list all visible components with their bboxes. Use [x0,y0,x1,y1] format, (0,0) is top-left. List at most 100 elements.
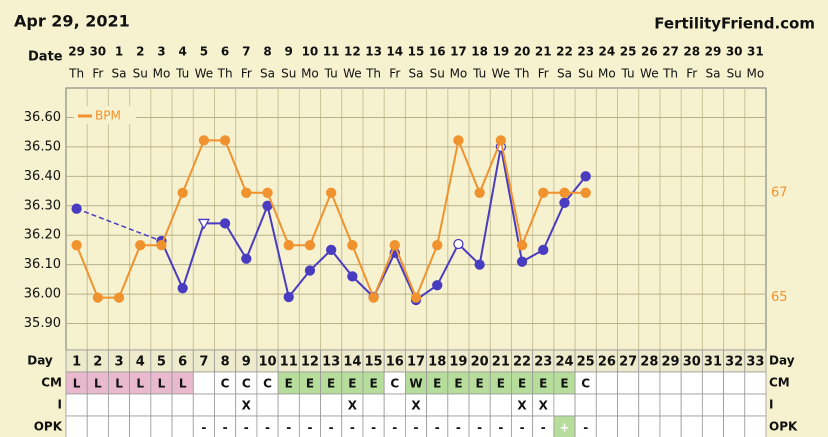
y-tick-label: 36.40 [24,169,61,184]
weekday-label: Tu [175,67,189,81]
date-label: 7 [242,45,250,59]
table-cell-text: E [285,377,293,391]
table-cell [574,393,597,417]
weekday-label: Su [281,67,296,81]
table-cell-text: - [392,421,397,435]
point [326,244,337,256]
table-cell [108,393,131,417]
table-cell-text: 21 [492,355,510,370]
weekday-label: We [195,67,214,81]
table-cell-text: 25 [577,355,595,370]
table-cell [108,415,131,437]
table-cell-text: 3 [115,355,124,370]
table-cell-text: E [476,377,484,391]
table-cell [659,371,682,395]
table-cell [86,415,109,437]
table-cell-text: - [583,421,588,435]
table-cell-text: 4 [136,355,145,370]
date-label: 20 [514,45,531,59]
point [177,187,188,198]
table-cell-text: E [327,377,335,391]
date-label: 30 [726,45,743,59]
point [474,259,485,270]
table-cell-text: 10 [258,355,276,370]
point [538,187,549,198]
weekday-label: Fr [241,67,252,81]
weekday-label: We [492,67,511,81]
row-label-right: CM [769,376,790,390]
weekday-label: Th [514,67,530,81]
table-cell-text: - [329,421,334,435]
weekday-label: Fr [538,67,549,81]
table-cell-text: E [348,377,356,391]
date-label: 31 [747,45,764,59]
date-label: 5 [200,45,208,59]
point [71,203,82,214]
table-cell [744,371,767,395]
point [453,135,464,146]
table-cell-text: - [350,421,355,435]
table-cell [277,393,300,417]
date-label: 10 [302,45,319,59]
point [347,240,358,251]
table-cell [723,371,746,395]
table-cell-text: L [179,377,187,391]
table-cell [129,393,152,417]
point [516,256,528,267]
table-cell [701,371,724,395]
table-cell-text: E [433,377,441,391]
point [283,240,294,251]
weekday-label: Su [430,67,445,81]
point [516,240,528,251]
point [304,265,316,276]
weekday-label: Sa [705,67,720,81]
date-label: 27 [662,45,679,59]
table-cell-text: X [348,399,358,413]
point [347,271,358,282]
table-cell-text: E [306,377,314,391]
table-cell-text: - [520,421,525,435]
weekday-label: Mo [450,67,468,81]
table-cell-text: L [136,377,144,391]
table-cell-text: X [517,399,527,413]
table-cell [595,415,618,437]
table-cell [256,393,279,417]
table-cell-text: 12 [301,355,319,370]
row-label: OPK [34,420,63,434]
point [283,291,294,303]
point [262,187,273,198]
table-cell [701,393,724,417]
date-label: 4 [178,45,186,59]
point [241,187,252,198]
table-cell-text: 29 [661,355,679,370]
weekday-label: Sa [557,67,572,81]
table-cell-text: X [242,399,252,413]
date-label: 3 [157,45,165,59]
row-label-right: I [769,398,773,412]
weekday-label: Tu [472,67,486,81]
table-cell [659,393,682,417]
table-cell [659,415,682,437]
weekday-label: Mo [301,67,319,81]
table-cell-text: 15 [365,355,383,370]
table-cell-text: E [560,377,568,391]
date-label: 6 [221,45,229,59]
weekday-label: Fr [389,67,400,81]
table-cell-text: C [263,377,272,391]
table-cell [744,415,767,437]
table-cell-text: - [371,421,376,435]
table-cell [595,371,618,395]
point [92,292,103,303]
point [453,238,464,250]
table-cell-text: E [497,377,505,391]
date-label: 9 [285,45,293,59]
table-cell-text: - [477,421,482,435]
table-cell [638,371,661,395]
table-cell-text: 18 [428,355,446,370]
point [432,240,443,251]
point [241,253,252,264]
table-cell-text: L [94,377,102,391]
table-cell-text: 11 [280,355,298,370]
table-cell-text: C [581,377,590,391]
table-cell [468,393,491,417]
